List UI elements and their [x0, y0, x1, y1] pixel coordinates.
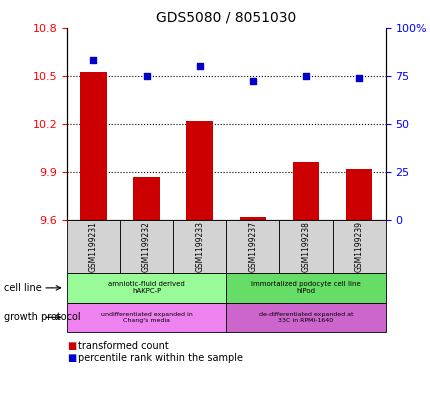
Text: undifferentiated expanded in
Chang's media: undifferentiated expanded in Chang's med…	[101, 312, 192, 323]
Text: GSM1199239: GSM1199239	[354, 221, 363, 272]
Text: immortalized podocyte cell line
hIPod: immortalized podocyte cell line hIPod	[251, 281, 360, 294]
Text: GSM1199237: GSM1199237	[248, 221, 257, 272]
Point	[143, 72, 150, 79]
Bar	[80, 72, 107, 220]
Point	[355, 74, 362, 81]
Text: GSM1199238: GSM1199238	[301, 221, 310, 272]
Text: amniotic-fluid derived
hAKPC-P: amniotic-fluid derived hAKPC-P	[108, 281, 184, 294]
Bar	[239, 217, 265, 220]
Text: cell line: cell line	[4, 283, 42, 293]
Bar	[133, 177, 160, 220]
Bar	[292, 162, 319, 220]
Text: GSM1199231: GSM1199231	[89, 221, 98, 272]
Text: ■: ■	[67, 353, 76, 363]
Point	[302, 72, 309, 79]
Point	[90, 57, 97, 63]
Point	[196, 63, 203, 69]
Text: GSM1199233: GSM1199233	[195, 221, 204, 272]
Bar	[186, 121, 212, 220]
Point	[249, 78, 256, 84]
Text: de-differentiated expanded at
33C in RPMI-1640: de-differentiated expanded at 33C in RPM…	[258, 312, 353, 323]
Bar	[345, 169, 372, 220]
Text: GSM1199232: GSM1199232	[142, 221, 150, 272]
Text: transformed count: transformed count	[77, 341, 168, 351]
Title: GDS5080 / 8051030: GDS5080 / 8051030	[156, 11, 296, 25]
Text: growth protocol: growth protocol	[4, 312, 81, 322]
Text: percentile rank within the sample: percentile rank within the sample	[77, 353, 242, 363]
Text: ■: ■	[67, 341, 76, 351]
